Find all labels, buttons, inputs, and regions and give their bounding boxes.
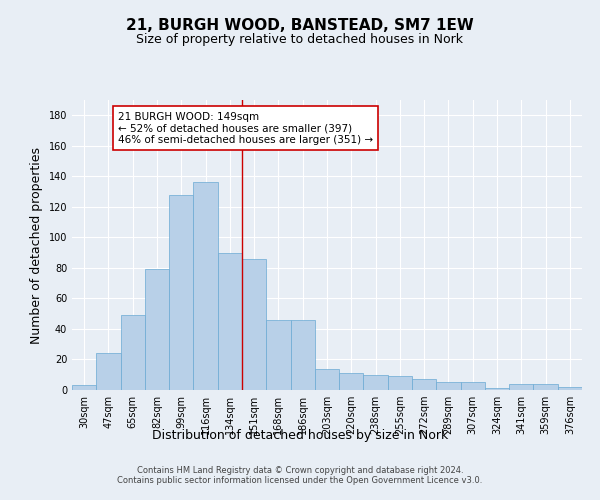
Text: Distribution of detached houses by size in Nork: Distribution of detached houses by size …	[152, 428, 448, 442]
Bar	[242, 258, 266, 390]
Bar	[558, 387, 582, 390]
Bar	[96, 354, 121, 390]
Bar	[485, 388, 509, 390]
Bar	[436, 382, 461, 390]
Bar	[315, 368, 339, 390]
Bar	[290, 320, 315, 390]
Y-axis label: Number of detached properties: Number of detached properties	[30, 146, 43, 344]
Bar	[412, 380, 436, 390]
Bar	[509, 384, 533, 390]
Bar	[533, 384, 558, 390]
Bar	[364, 374, 388, 390]
Bar	[339, 373, 364, 390]
Bar	[266, 320, 290, 390]
Bar	[461, 382, 485, 390]
Bar	[72, 386, 96, 390]
Bar	[218, 252, 242, 390]
Text: Size of property relative to detached houses in Nork: Size of property relative to detached ho…	[137, 32, 464, 46]
Bar	[193, 182, 218, 390]
Bar	[388, 376, 412, 390]
Bar	[121, 315, 145, 390]
Bar	[169, 194, 193, 390]
Bar	[145, 270, 169, 390]
Text: Contains HM Land Registry data © Crown copyright and database right 2024.
Contai: Contains HM Land Registry data © Crown c…	[118, 466, 482, 485]
Text: 21, BURGH WOOD, BANSTEAD, SM7 1EW: 21, BURGH WOOD, BANSTEAD, SM7 1EW	[126, 18, 474, 32]
Text: 21 BURGH WOOD: 149sqm
← 52% of detached houses are smaller (397)
46% of semi-det: 21 BURGH WOOD: 149sqm ← 52% of detached …	[118, 112, 373, 145]
